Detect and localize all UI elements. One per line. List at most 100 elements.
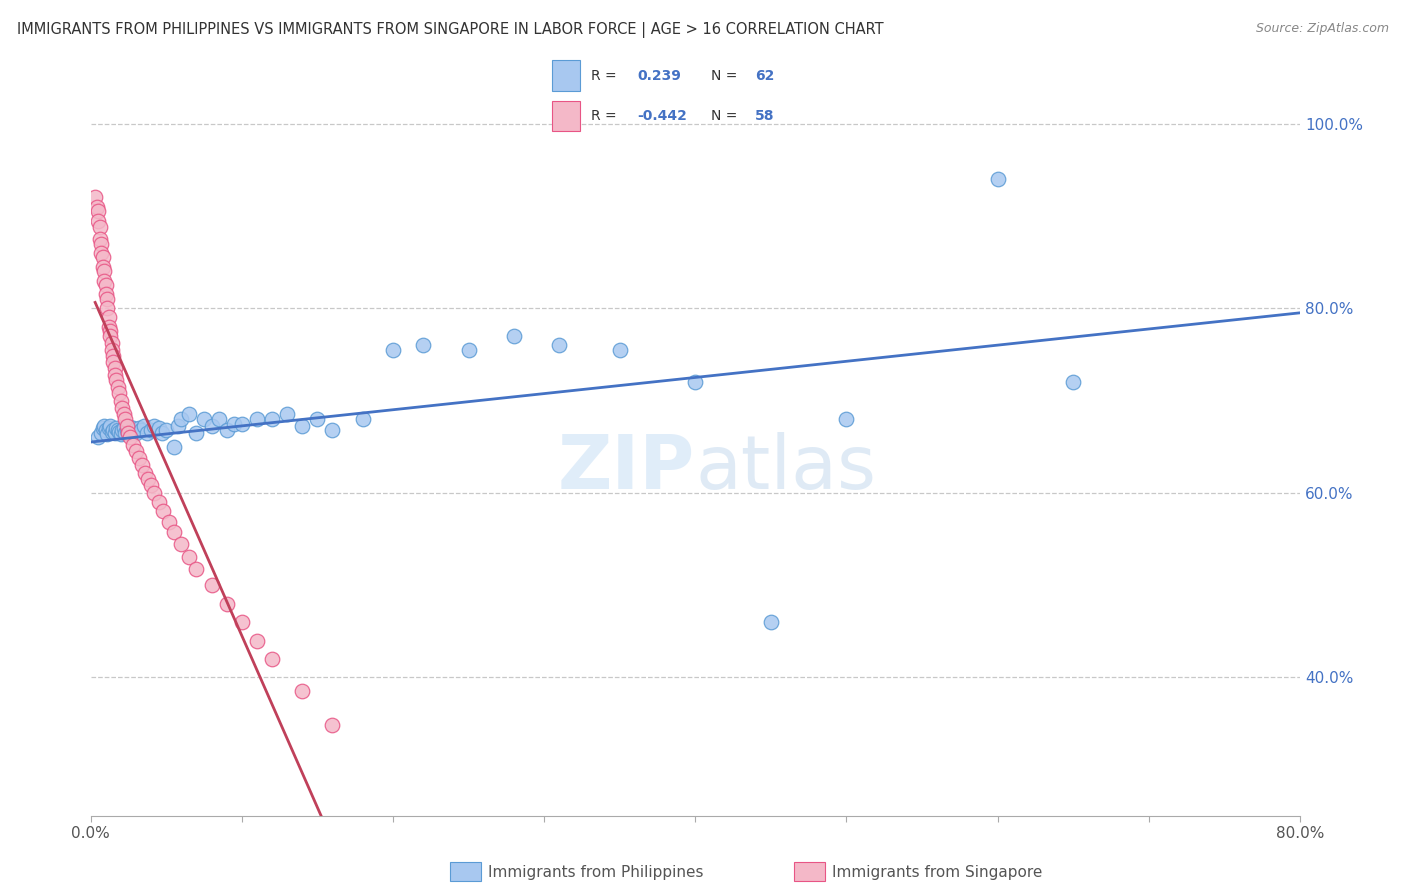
Point <box>125 425 148 440</box>
Point <box>609 343 631 357</box>
Point <box>148 421 170 435</box>
Point <box>115 423 138 437</box>
Point <box>200 578 222 592</box>
Point <box>110 393 132 408</box>
Point <box>111 401 134 415</box>
Bar <box>553 101 579 131</box>
Text: ZIP: ZIP <box>558 433 696 506</box>
Point <box>98 419 121 434</box>
Point <box>291 684 314 698</box>
Point <box>94 278 117 293</box>
Point <box>128 450 150 465</box>
Point <box>136 472 159 486</box>
Point <box>96 292 118 306</box>
Point <box>108 386 131 401</box>
Point <box>177 408 200 422</box>
Point <box>170 536 193 550</box>
Point <box>91 260 114 274</box>
Point <box>143 485 166 500</box>
Point <box>101 425 124 439</box>
Point <box>987 172 1010 186</box>
Point <box>321 718 343 732</box>
Point <box>105 421 128 435</box>
Point <box>112 408 135 422</box>
Point <box>231 417 253 431</box>
Point <box>685 375 707 389</box>
Point <box>276 408 298 422</box>
Point <box>291 419 314 434</box>
Text: 0.239: 0.239 <box>637 69 681 83</box>
Point <box>231 615 253 629</box>
Point <box>98 329 121 343</box>
Point <box>97 421 120 435</box>
Point <box>157 516 180 530</box>
Point <box>129 423 152 437</box>
Text: N =: N = <box>711 69 738 83</box>
Point <box>215 423 238 437</box>
Point <box>132 419 155 434</box>
Point <box>96 426 118 441</box>
Point <box>114 412 136 426</box>
Point <box>412 338 434 352</box>
Point <box>91 421 114 435</box>
Point <box>93 264 115 278</box>
Point <box>134 466 156 480</box>
Point <box>307 412 329 426</box>
Point <box>103 355 125 369</box>
Point <box>105 373 128 387</box>
Point <box>150 425 173 440</box>
Point <box>143 419 166 434</box>
Point <box>101 336 124 351</box>
Point <box>101 343 124 357</box>
Text: R =: R = <box>591 109 616 123</box>
Point <box>98 324 121 338</box>
Point <box>96 301 118 316</box>
Point <box>107 379 129 393</box>
Text: Immigrants from Philippines: Immigrants from Philippines <box>488 865 703 880</box>
Point <box>193 412 215 426</box>
Text: atlas: atlas <box>696 433 876 506</box>
Point <box>122 438 145 452</box>
Point <box>503 329 526 343</box>
Point <box>87 213 110 227</box>
Point <box>246 633 269 648</box>
Point <box>163 524 186 539</box>
Point <box>93 419 115 434</box>
Point <box>128 421 150 435</box>
Point <box>122 421 145 435</box>
Point <box>200 419 222 434</box>
Point <box>112 421 135 435</box>
Point <box>118 425 141 440</box>
Point <box>177 550 200 565</box>
Point <box>97 319 120 334</box>
Point <box>90 425 112 440</box>
Point <box>104 425 127 440</box>
Point <box>117 419 139 434</box>
Point <box>186 561 208 575</box>
Point <box>94 423 117 437</box>
Bar <box>553 61 579 91</box>
Point <box>381 343 404 357</box>
Point <box>155 423 177 437</box>
Point <box>84 190 107 204</box>
Point <box>118 430 141 444</box>
Point <box>321 423 343 437</box>
Point <box>107 423 129 437</box>
Point <box>139 423 162 437</box>
Point <box>759 615 782 629</box>
Point <box>352 412 374 426</box>
Point <box>260 412 283 426</box>
Point <box>167 419 190 434</box>
Point <box>260 652 283 666</box>
Point <box>87 204 110 219</box>
Text: 58: 58 <box>755 109 775 123</box>
Point <box>91 251 114 265</box>
Text: 62: 62 <box>755 69 775 83</box>
Text: Immigrants from Singapore: Immigrants from Singapore <box>832 865 1043 880</box>
Point <box>835 412 858 426</box>
Point <box>87 430 110 444</box>
Text: Source: ZipAtlas.com: Source: ZipAtlas.com <box>1256 22 1389 36</box>
Point <box>103 423 125 437</box>
Point <box>135 425 157 440</box>
Point <box>114 425 136 440</box>
